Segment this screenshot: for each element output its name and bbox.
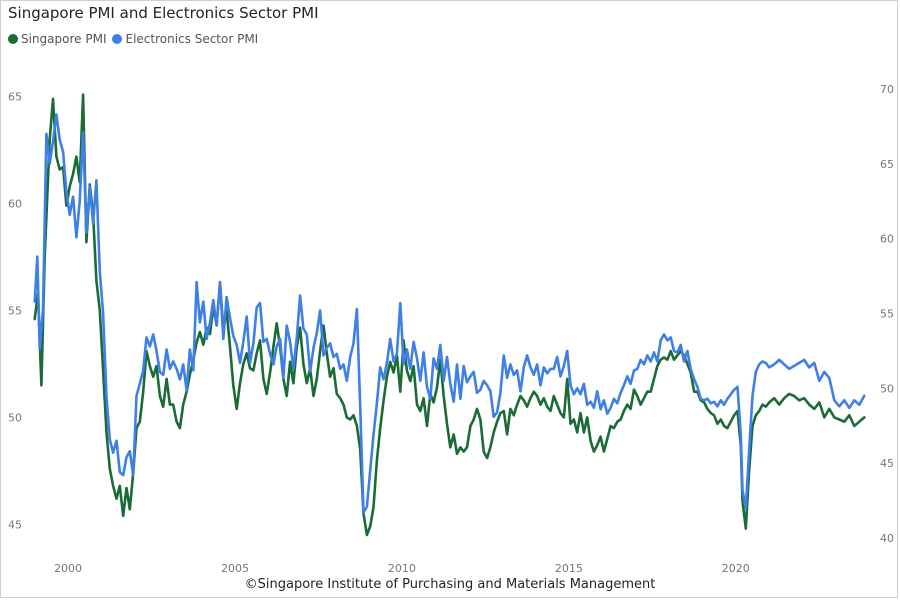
x-tick-label: 2015 <box>555 562 583 575</box>
y-left-tick-label: 60 <box>8 198 22 211</box>
series-line-singapore-pmi <box>33 93 866 537</box>
y-right-tick-label: 45 <box>880 457 894 470</box>
y-right-tick-label: 50 <box>880 382 894 395</box>
y-right-tick-label: 70 <box>880 83 894 96</box>
chart-title: Singapore PMI and Electronics Sector PMI <box>8 4 319 22</box>
y-right-tick-label: 60 <box>880 233 894 246</box>
legend-marker-electronics-pmi <box>112 34 123 44</box>
series-line-electronics-pmi <box>33 113 866 514</box>
legend-item-singapore-pmi[interactable]: Singapore PMI <box>8 32 106 46</box>
legend-label-electronics-pmi: Electronics Sector PMI <box>125 32 259 46</box>
y-right-tick-label: 65 <box>880 158 894 171</box>
x-tick-label: 2010 <box>388 562 416 575</box>
y-left-tick-label: 65 <box>8 91 22 104</box>
legend-marker-singapore-pmi <box>8 34 18 44</box>
y-right-tick-label: 55 <box>880 307 894 320</box>
x-tick-label: 2000 <box>54 562 82 575</box>
y-left-tick-label: 50 <box>8 411 22 424</box>
x-tick-label: 2005 <box>221 562 249 575</box>
source-credit: ©Singapore Institute of Purchasing and M… <box>244 577 656 592</box>
y-left-tick-label: 55 <box>8 305 22 318</box>
x-tick-label: 2020 <box>722 562 750 575</box>
chart-legend: Singapore PMI Electronics Sector PMI <box>8 32 258 46</box>
legend-label-singapore-pmi: Singapore PMI <box>21 32 107 46</box>
y-right-tick-label: 40 <box>880 532 894 545</box>
y-left-tick-label: 45 <box>8 518 22 531</box>
legend-item-electronics-pmi[interactable]: Electronics Sector PMI <box>112 32 258 46</box>
